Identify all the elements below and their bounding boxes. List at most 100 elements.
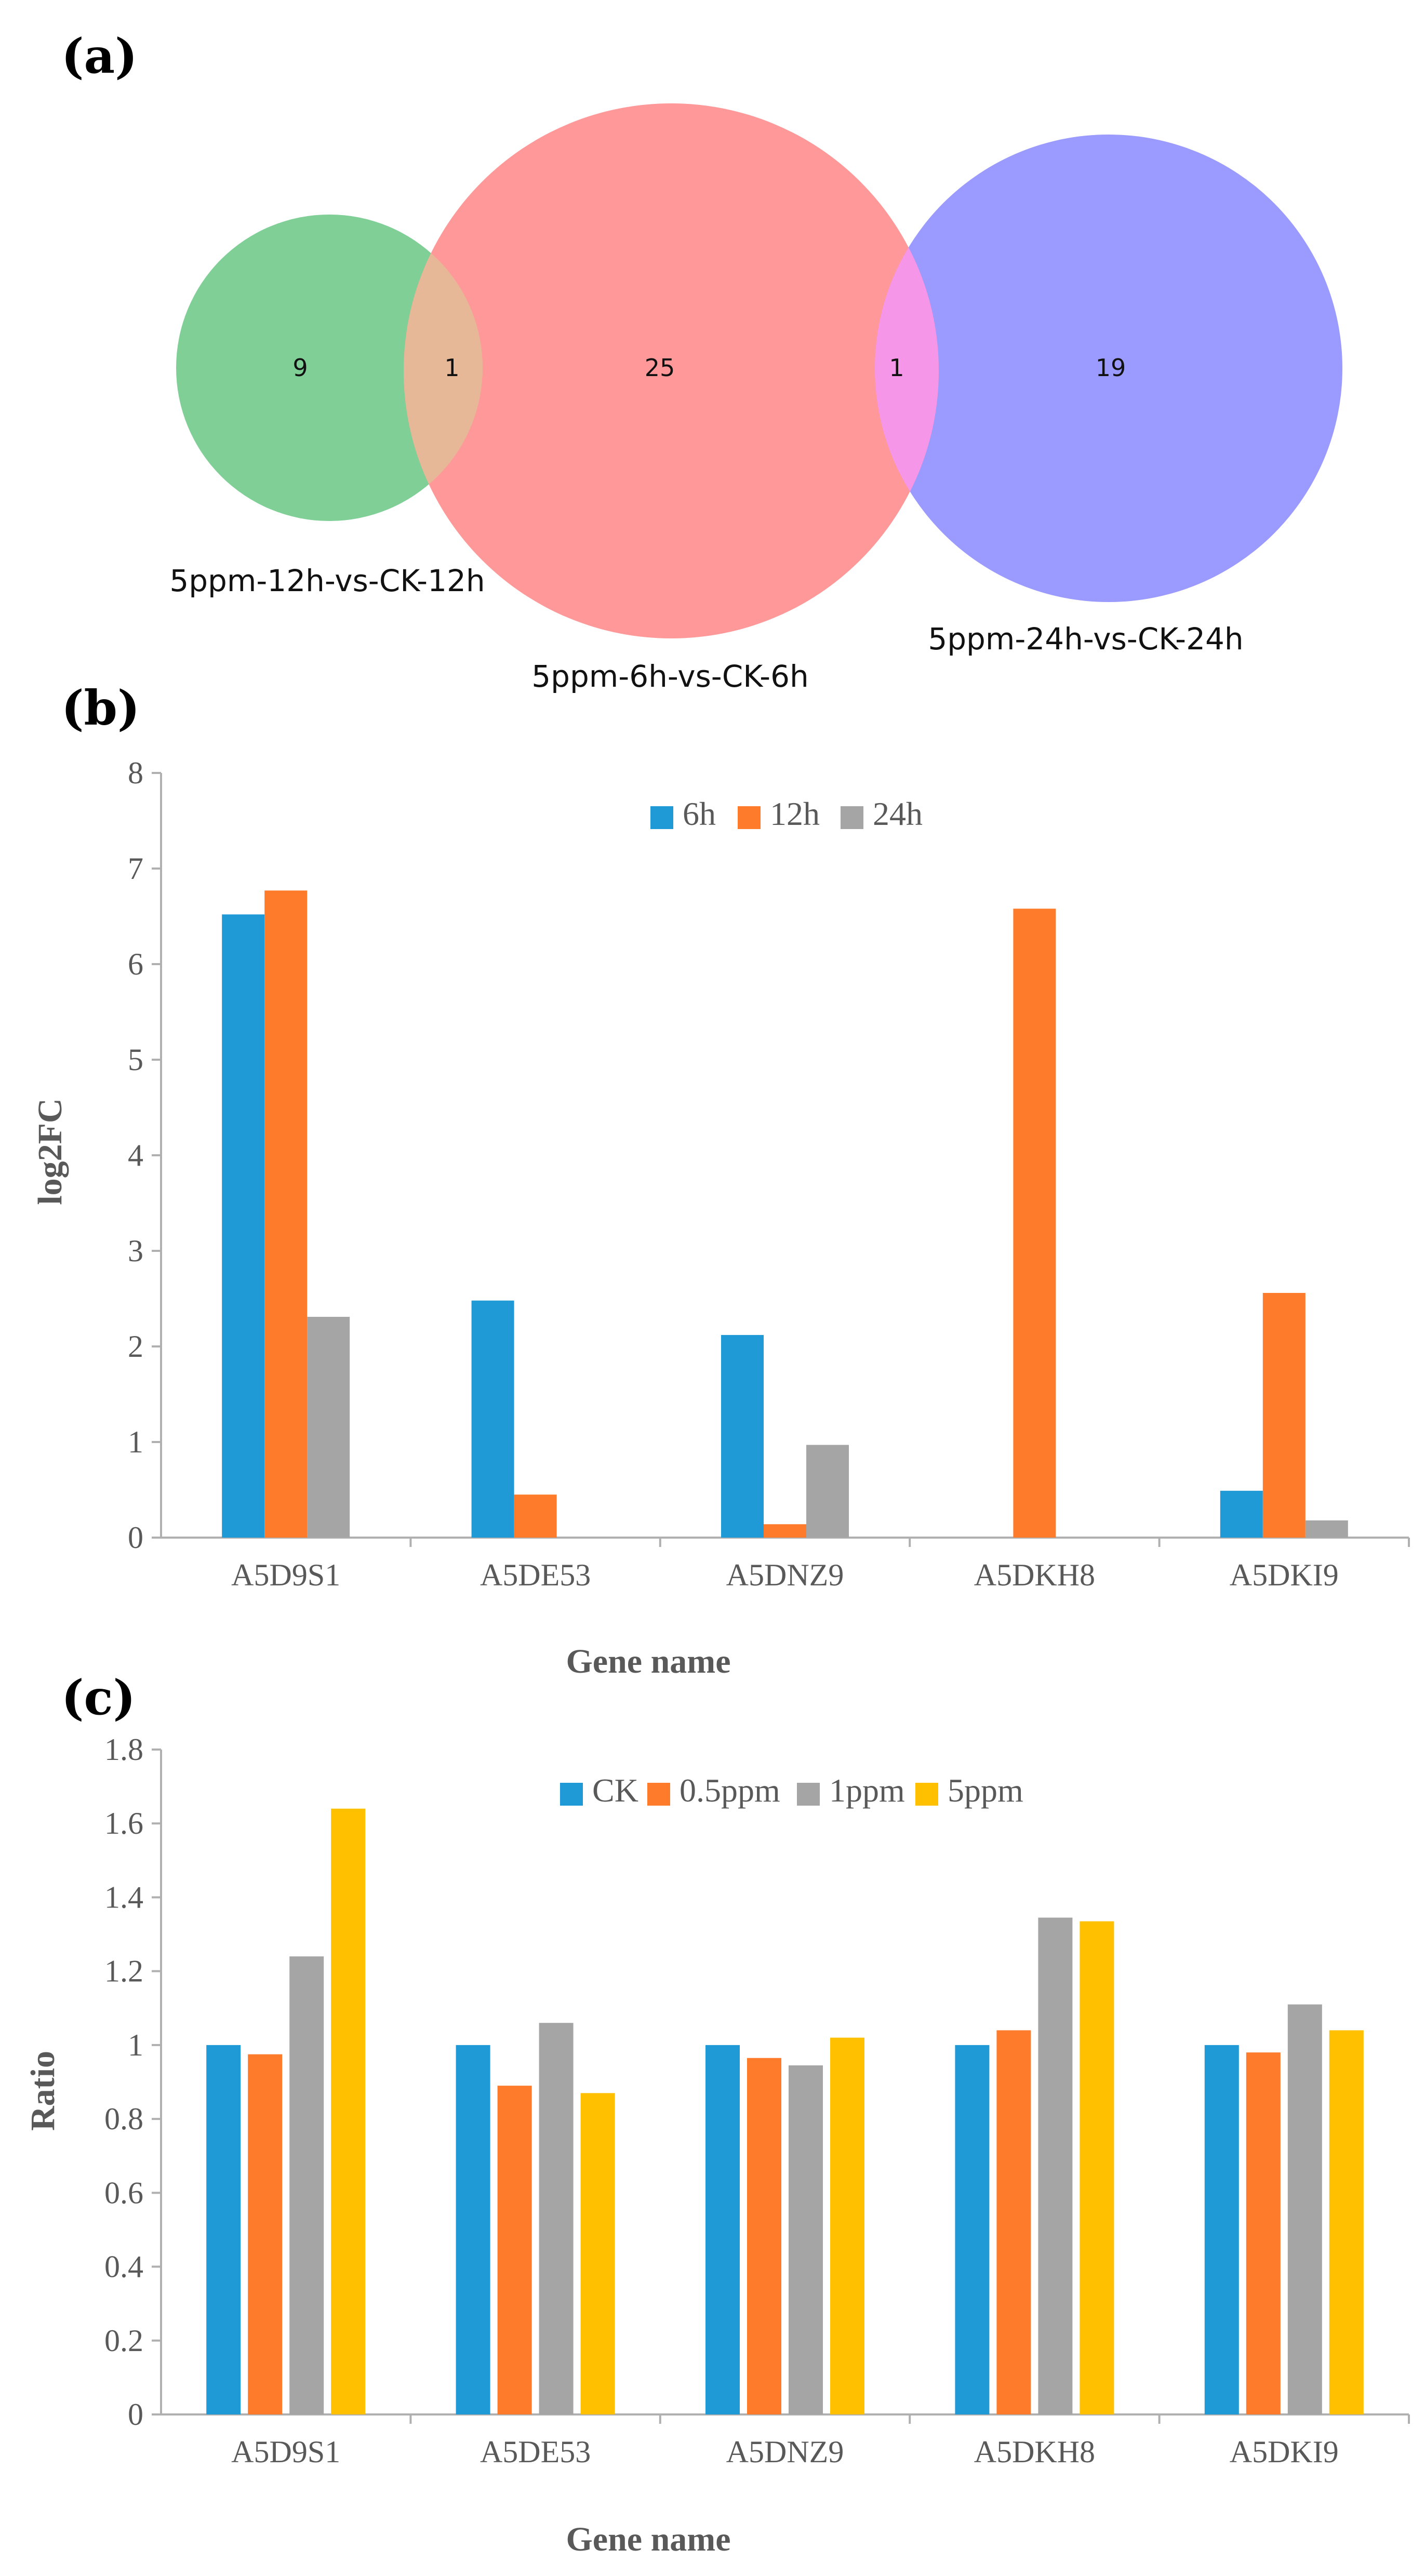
legend-swatch-6h xyxy=(650,806,673,829)
bar-a5d9s1-5ppm xyxy=(331,1808,366,2414)
panel-b-label: (b) xyxy=(61,680,140,736)
bar-a5de53-6h xyxy=(471,1300,514,1538)
bar-a5de53-ck xyxy=(456,2045,490,2414)
legend-label-ck: CK xyxy=(592,1772,638,1809)
legend-label-24h: 24h xyxy=(873,795,923,832)
bar-a5d9s1-12h xyxy=(264,890,308,1538)
y-tick-label: 5 xyxy=(128,1043,143,1077)
y-tick-label: 1.8 xyxy=(104,1732,143,1767)
x-tick-label-a5d9s1: A5D9S1 xyxy=(231,1558,340,1592)
venn-count-6h-24h: 1 xyxy=(889,354,904,382)
y-tick-label: 1.4 xyxy=(104,1880,143,1914)
bar-a5d9s1-6h xyxy=(222,914,265,1538)
chart-ratio-axes xyxy=(152,1749,1410,2424)
y-tick-label: 0.4 xyxy=(104,2250,143,2284)
venn-count-only-6h: 25 xyxy=(645,354,675,382)
bar-a5dkh8-1ppm xyxy=(1038,1917,1073,2414)
venn-diagram: 9 1 25 1 19 5ppm-12h-vs-CK-12h 5ppm-6h-v… xyxy=(169,103,1342,694)
chart-ratio-bars xyxy=(206,1808,1364,2414)
legend-label-12h: 12h xyxy=(770,795,820,832)
panel-a-label: (a) xyxy=(61,28,138,84)
bar-a5dki9-1ppm xyxy=(1287,2004,1322,2414)
chart-log2fc-ylabel: log2FC xyxy=(31,1098,69,1205)
x-tick-label-a5dkh8: A5DKH8 xyxy=(974,1558,1095,1592)
y-tick-label: 1 xyxy=(128,2028,143,2062)
bar-a5de53-5ppm xyxy=(580,2093,615,2414)
y-tick-label: 0.2 xyxy=(104,2324,143,2358)
bar-a5de53-12h xyxy=(514,1494,557,1538)
x-tick-label-a5dkh8: A5DKH8 xyxy=(974,2435,1095,2469)
x-tick-label-a5d9s1: A5D9S1 xyxy=(231,2435,340,2469)
y-tick-label: 1.6 xyxy=(104,1806,143,1840)
y-tick-label: 7 xyxy=(128,851,143,886)
bar-a5dnz9-12h xyxy=(764,1524,806,1538)
bar-a5dkh8-12h xyxy=(1013,909,1056,1538)
x-tick-label-a5dnz9: A5DNZ9 xyxy=(726,1558,844,1592)
legend-swatch-0-5ppm xyxy=(647,1783,670,1806)
venn-label-12h: 5ppm-12h-vs-CK-12h xyxy=(169,563,485,598)
y-tick-label: 1 xyxy=(128,1425,143,1459)
y-tick-label: 1.2 xyxy=(104,1954,143,1988)
y-tick-label: 6 xyxy=(128,947,143,981)
venn-label-24h: 5ppm-24h-vs-CK-24h xyxy=(928,621,1243,657)
legend-swatch-1ppm xyxy=(797,1783,820,1806)
y-tick-label: 0.6 xyxy=(104,2175,143,2210)
legend-swatch-12h xyxy=(738,806,761,829)
bar-a5dki9-6h xyxy=(1220,1490,1263,1538)
legend-label-6h: 6h xyxy=(683,795,716,832)
legend-swatch-5ppm xyxy=(915,1783,938,1806)
y-tick-label: 8 xyxy=(128,756,143,790)
bar-a5dkh8-ck xyxy=(955,2045,990,2414)
bar-a5dkh8-5ppm xyxy=(1080,1921,1114,2414)
y-tick-label: 0.8 xyxy=(104,2102,143,2136)
bar-a5dnz9-0-5ppm xyxy=(747,2058,781,2414)
venn-count-12h-6h: 1 xyxy=(444,354,459,382)
bar-a5dnz9-ck xyxy=(705,2045,740,2414)
legend-label-5ppm: 5ppm xyxy=(948,1772,1023,1809)
x-tick-label-a5dnz9: A5DNZ9 xyxy=(726,2435,844,2469)
legend-swatch-ck xyxy=(560,1783,583,1806)
legend-label-1ppm: 1ppm xyxy=(829,1772,905,1809)
bar-a5dki9-12h xyxy=(1262,1292,1306,1538)
x-tick-label-a5dki9: A5DKI9 xyxy=(1230,2435,1339,2469)
chart-log2fc-legend: 6h 12h 24h xyxy=(650,795,923,832)
chart-ratio-xlabel: Gene name xyxy=(566,2520,730,2558)
bar-a5dkh8-0-5ppm xyxy=(996,2030,1031,2414)
bar-a5d9s1-ck xyxy=(206,2045,241,2414)
legend-swatch-24h xyxy=(841,806,863,829)
bar-a5dnz9-5ppm xyxy=(830,2037,864,2414)
panel-c-label: (c) xyxy=(61,1670,136,1726)
bar-a5dki9-ck xyxy=(1204,2045,1239,2414)
y-tick-label: 0 xyxy=(128,1520,143,1555)
y-tick-label: 2 xyxy=(128,1329,143,1364)
y-tick-label: 3 xyxy=(128,1234,143,1268)
bar-a5dnz9-1ppm xyxy=(789,2065,823,2414)
x-tick-label-a5dki9: A5DKI9 xyxy=(1230,1558,1339,1592)
bar-a5dki9-0-5ppm xyxy=(1246,2052,1281,2414)
venn-label-6h: 5ppm-6h-vs-CK-6h xyxy=(531,659,809,694)
x-tick-label-a5de53: A5DE53 xyxy=(480,1558,591,1592)
chart-log2fc-xlabel: Gene name xyxy=(566,1643,730,1680)
chart-log2fc-ticks: 0 1 2 3 4 5 6 7 8 A5D9S1 A5DE53 A5DNZ9 A5DKH8 A5DKI9 xyxy=(128,756,1339,1592)
venn-set-12h-circle xyxy=(176,215,483,521)
bar-a5dki9-24h xyxy=(1305,1520,1348,1538)
bar-a5d9s1-24h xyxy=(307,1316,350,1538)
chart-ratio-ticks: 0 0.2 0.4 0.6 0.8 1 1.2 1.4 1.6 1.8 A5D9S1 A5DE53 A5… xyxy=(104,1732,1339,2469)
venn-count-only-24h: 19 xyxy=(1096,354,1126,382)
y-tick-label: 0 xyxy=(128,2397,143,2432)
legend-label-0-5ppm: 0.5ppm xyxy=(680,1772,780,1809)
x-tick-label-a5de53: A5DE53 xyxy=(480,2435,591,2469)
chart-ratio-ylabel: Ratio xyxy=(24,2051,62,2131)
bar-a5de53-0-5ppm xyxy=(497,2086,532,2414)
chart-log2fc-bars xyxy=(222,890,1348,1538)
bar-a5dki9-5ppm xyxy=(1329,2030,1364,2414)
y-tick-label: 4 xyxy=(128,1138,143,1172)
bar-a5de53-1ppm xyxy=(539,2023,574,2414)
venn-set-6h-circle xyxy=(404,103,939,638)
venn-count-only-12h: 9 xyxy=(292,354,308,382)
bar-a5dnz9-24h xyxy=(806,1445,849,1538)
venn-set-24h-circle xyxy=(875,135,1342,602)
bar-a5d9s1-0-5ppm xyxy=(248,2054,283,2414)
